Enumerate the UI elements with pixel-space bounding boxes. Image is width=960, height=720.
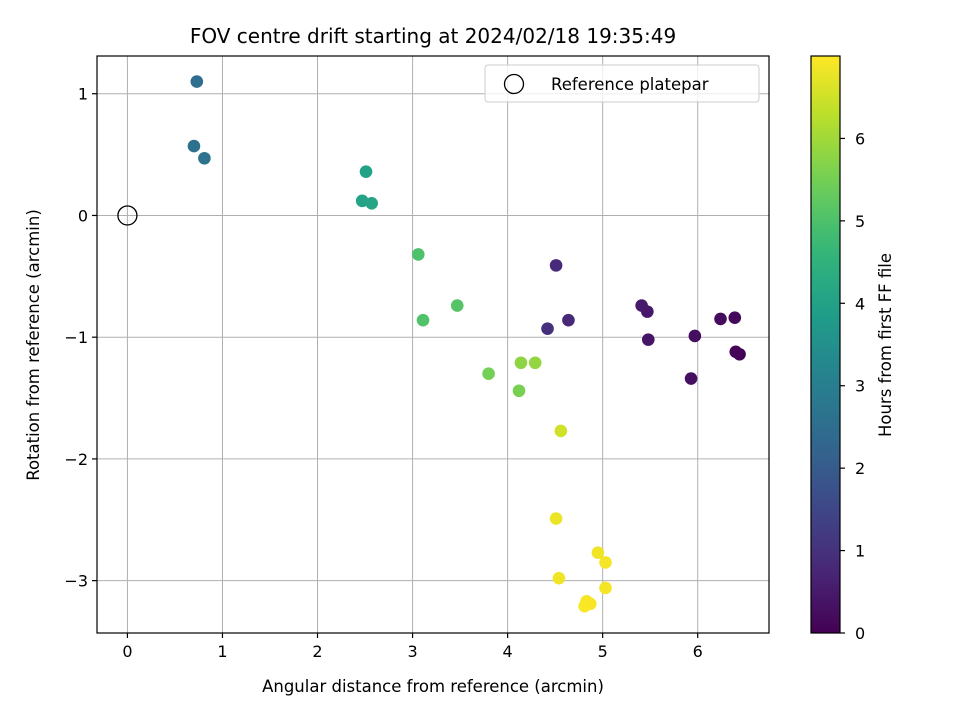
colorbar: 0 1 2 3 4 5 6 Hours from first FF file bbox=[810, 55, 895, 643]
x-tick-label-2: 2 bbox=[312, 642, 322, 661]
data-point-23 bbox=[514, 356, 528, 370]
data-point-17 bbox=[365, 196, 378, 210]
colorbar-tick-label-5: 5 bbox=[855, 212, 865, 231]
data-point-12 bbox=[190, 75, 204, 88]
y-tick-label-0: −3 bbox=[64, 572, 88, 591]
data-point-6 bbox=[641, 333, 655, 346]
data-point-3 bbox=[714, 312, 727, 326]
data-points bbox=[187, 75, 746, 613]
x-tick-label-4: 4 bbox=[503, 642, 513, 661]
plot-area-frame bbox=[96, 55, 770, 634]
x-tick-label-5: 5 bbox=[598, 642, 608, 661]
data-point-1 bbox=[729, 345, 743, 359]
colorbar-tick-label-0: 0 bbox=[855, 624, 865, 643]
x-axis-label: Angular distance from reference (arcmin) bbox=[262, 677, 604, 696]
colorbar-tick-label-6: 6 bbox=[855, 129, 865, 148]
y-axis-label: Rotation from reference (arcmin) bbox=[24, 209, 43, 481]
x-tick-label-3: 3 bbox=[407, 642, 417, 661]
data-point-24 bbox=[528, 356, 542, 370]
data-point-25 bbox=[554, 424, 568, 438]
colorbar-tick-label-1: 1 bbox=[855, 542, 865, 561]
data-point-8 bbox=[635, 299, 648, 312]
legend: Reference platepar bbox=[484, 64, 760, 103]
legend-box bbox=[484, 64, 760, 103]
x-tick-label-0: 0 bbox=[122, 642, 132, 661]
data-point-14 bbox=[198, 151, 211, 165]
y-tick-label-3: 0 bbox=[78, 206, 88, 225]
x-tick-label-6: 6 bbox=[693, 642, 703, 661]
y-tick-label-1: −2 bbox=[64, 450, 88, 469]
data-point-9 bbox=[562, 313, 575, 327]
data-point-18 bbox=[411, 248, 425, 261]
data-point-4 bbox=[688, 329, 702, 343]
data-point-16 bbox=[355, 194, 369, 208]
colorbar-label: Hours from first FF file bbox=[876, 253, 895, 437]
data-point-30 bbox=[599, 581, 612, 595]
colorbar-tick-label-2: 2 bbox=[855, 459, 865, 478]
y-tick-label-4: 1 bbox=[78, 85, 88, 104]
reference-marker-layer bbox=[117, 205, 138, 226]
legend-label: Reference platepar bbox=[551, 75, 709, 94]
data-point-2 bbox=[728, 311, 742, 325]
grid-lines bbox=[97, 56, 769, 633]
data-point-33 bbox=[578, 599, 591, 613]
colorbar-tick-label-4: 4 bbox=[855, 294, 865, 313]
chart-title: FOV centre drift starting at 2024/02/18 … bbox=[190, 24, 676, 48]
colorbar-ticks: 0 1 2 3 4 5 6 bbox=[840, 129, 865, 643]
data-point-19 bbox=[416, 313, 430, 327]
data-point-29 bbox=[599, 556, 612, 569]
data-point-28 bbox=[591, 546, 605, 559]
legend-marker-open-circle bbox=[503, 73, 525, 95]
x-axis: 0 1 2 3 4 5 6 bbox=[122, 633, 703, 661]
y-tick-label-2: −1 bbox=[64, 328, 88, 347]
data-point-22 bbox=[512, 384, 526, 398]
colorbar-tick-label-3: 3 bbox=[855, 377, 865, 396]
y-axis: −3 −2 −1 0 1 bbox=[64, 85, 97, 591]
colorbar-frame bbox=[810, 55, 841, 634]
data-point-5 bbox=[684, 372, 698, 385]
x-tick-label-1: 1 bbox=[217, 642, 227, 661]
data-point-11 bbox=[541, 322, 554, 335]
data-point-13 bbox=[187, 139, 201, 153]
data-point-27 bbox=[552, 571, 566, 585]
data-point-21 bbox=[482, 367, 495, 381]
data-point-10 bbox=[549, 259, 563, 272]
data-point-26 bbox=[549, 512, 563, 525]
reference-platepar-marker bbox=[117, 205, 138, 226]
data-point-15 bbox=[359, 165, 373, 178]
data-point-20 bbox=[450, 299, 464, 312]
colorbar-gradient bbox=[811, 56, 840, 633]
